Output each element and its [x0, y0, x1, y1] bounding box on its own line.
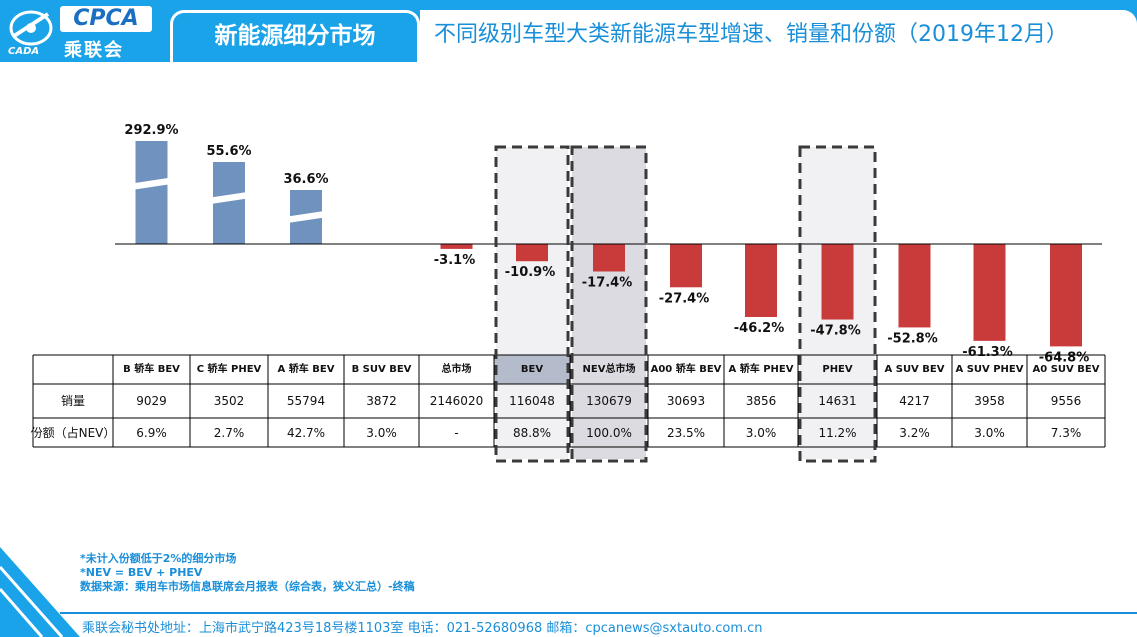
table-cell: 23.5%	[667, 426, 705, 440]
table-cell: 42.7%	[287, 426, 325, 440]
bar	[213, 162, 245, 244]
table-header-cell: A00 轿车 BEV	[651, 362, 722, 375]
value-label: 292.9%	[124, 123, 178, 138]
highlight-dashed-box	[494, 145, 570, 463]
bar-layer	[131, 141, 1082, 347]
logo-cpca-text: CPCA	[60, 6, 152, 32]
note-line: 数据来源：乘用车市场信息联席会月报表（综合表，狭义汇总）-终稿	[80, 580, 415, 593]
table-header-cell: BEV	[521, 364, 543, 375]
bar	[745, 244, 777, 317]
value-label: -3.1%	[434, 253, 475, 268]
table-cell: 3.0%	[366, 426, 397, 440]
logo-cada-text: CADA	[8, 46, 40, 57]
growth-bar-chart: 292.9% 55.6% 36.6% -3.1% -10.9% -17.4% -27.4% -…	[31, 123, 1106, 463]
footer-divider	[60, 612, 1137, 614]
table-cell: 3872	[366, 394, 397, 408]
cada-emblem-icon	[9, 10, 53, 46]
note-line: *NEV = BEV + PHEV	[80, 566, 203, 579]
highlight-dashed-box	[798, 145, 877, 463]
bar	[135, 141, 168, 244]
table-cell: 11.2%	[818, 426, 856, 440]
note-line: *未计入份额低于2%的细分市场	[80, 552, 237, 565]
bar	[670, 244, 702, 288]
table-header-cell: 总市场	[442, 362, 472, 375]
page-subtitle: 不同级别车型大类新能源车型增速、销量和份额（2019年12月）	[420, 10, 1137, 62]
page-title: 新能源细分市场	[170, 10, 420, 62]
highlight-column-bg	[496, 147, 568, 459]
highlight-layer	[496, 147, 875, 459]
table-cell: 4217	[899, 394, 930, 408]
data-table: B 轿车 BEV C 轿车 PHEV A 轿车 BEV B SUV BEV 总市场 BEV…	[31, 354, 1106, 448]
table-cell: 130679	[586, 394, 632, 408]
value-label: -27.4%	[659, 291, 710, 306]
highlight-column-bg	[572, 147, 646, 459]
table-cell: 55794	[287, 394, 325, 408]
bar	[516, 244, 548, 262]
table-cell: 7.3%	[1051, 426, 1082, 440]
value-label: -61.3%	[962, 345, 1013, 360]
table-cell: -	[454, 426, 458, 440]
value-label: -17.4%	[582, 275, 633, 290]
table-cell: 100.0%	[586, 426, 632, 440]
table-cell: 3.2%	[899, 426, 930, 440]
table-header-cell: A 轿车 BEV	[278, 362, 335, 375]
bar	[440, 244, 473, 249]
axis-break-line	[208, 191, 250, 199]
table-cell: 88.8%	[513, 426, 551, 440]
value-label: -46.2%	[734, 321, 785, 336]
value-label-layer: 292.9% 55.6% 36.6% -3.1% -10.9% -17.4% -27.4% -…	[124, 123, 1089, 365]
axis-break-mark	[286, 211, 326, 224]
highlight-dashed-boxes	[494, 145, 877, 463]
table-header-cell: A 轿车 PHEV	[729, 362, 794, 375]
bar	[821, 244, 854, 320]
bar	[1050, 244, 1082, 347]
value-label: 55.6%	[206, 144, 251, 159]
total-market-header-bg	[494, 355, 570, 384]
table-cell: 3.0%	[746, 426, 777, 440]
table-header-cell: NEV总市场	[583, 362, 636, 375]
table-cell: 3.0%	[974, 426, 1005, 440]
axis-break-line	[285, 210, 327, 218]
table-row-label: 份额（占NEV）	[31, 425, 116, 440]
table-cell: 30693	[667, 394, 705, 408]
bar	[973, 244, 1006, 341]
corner-decoration	[0, 547, 80, 637]
axis-break-mark	[131, 177, 172, 190]
axis-break-mark	[209, 192, 249, 205]
logo: CPCA 乘联会 CADA	[0, 0, 160, 62]
table-header-cell: A SUV PHEV	[955, 364, 1023, 375]
table-header-cell: C 轿车 PHEV	[197, 362, 262, 375]
bar	[898, 244, 931, 328]
table-cell: 9029	[136, 394, 167, 408]
table-header-cell: A0 SUV BEV	[1033, 364, 1100, 375]
value-label: -47.8%	[810, 324, 861, 339]
chart-notes: *未计入份额低于2%的细分市场 *NEV = BEV + PHEV 数据来源：乘…	[80, 552, 415, 594]
highlight-dashed-box	[570, 145, 648, 463]
table-cell: 14631	[818, 394, 856, 408]
table-cell: 2146020	[430, 394, 483, 408]
table-cell: 3958	[974, 394, 1005, 408]
bar	[593, 244, 625, 272]
table-header-cell: A SUV BEV	[885, 364, 945, 375]
value-label: -64.8%	[1039, 350, 1090, 365]
logo-cn-text: 乘联会	[64, 40, 124, 61]
table-header-cell: B 轿车 BEV	[123, 362, 180, 375]
value-label: 36.6%	[283, 172, 328, 187]
table-row-label: 销量	[61, 394, 85, 408]
table-cell: 116048	[509, 394, 555, 408]
table-cell: 9556	[1051, 394, 1082, 408]
table-cell: 3856	[746, 394, 777, 408]
table-header-cell: B SUV BEV	[352, 364, 412, 375]
axis-break-line	[131, 177, 172, 185]
value-label: -52.8%	[887, 331, 938, 346]
footer-contact: 乘联会秘书处地址：上海市武宁路423号18号楼1103室 电话：021-5268…	[82, 621, 763, 636]
table-header-cell: PHEV	[822, 364, 853, 375]
value-label: -10.9%	[505, 265, 556, 280]
table-cell: 6.9%	[136, 426, 167, 440]
table-cell: 2.7%	[214, 426, 245, 440]
table-cell: 3502	[214, 394, 245, 408]
